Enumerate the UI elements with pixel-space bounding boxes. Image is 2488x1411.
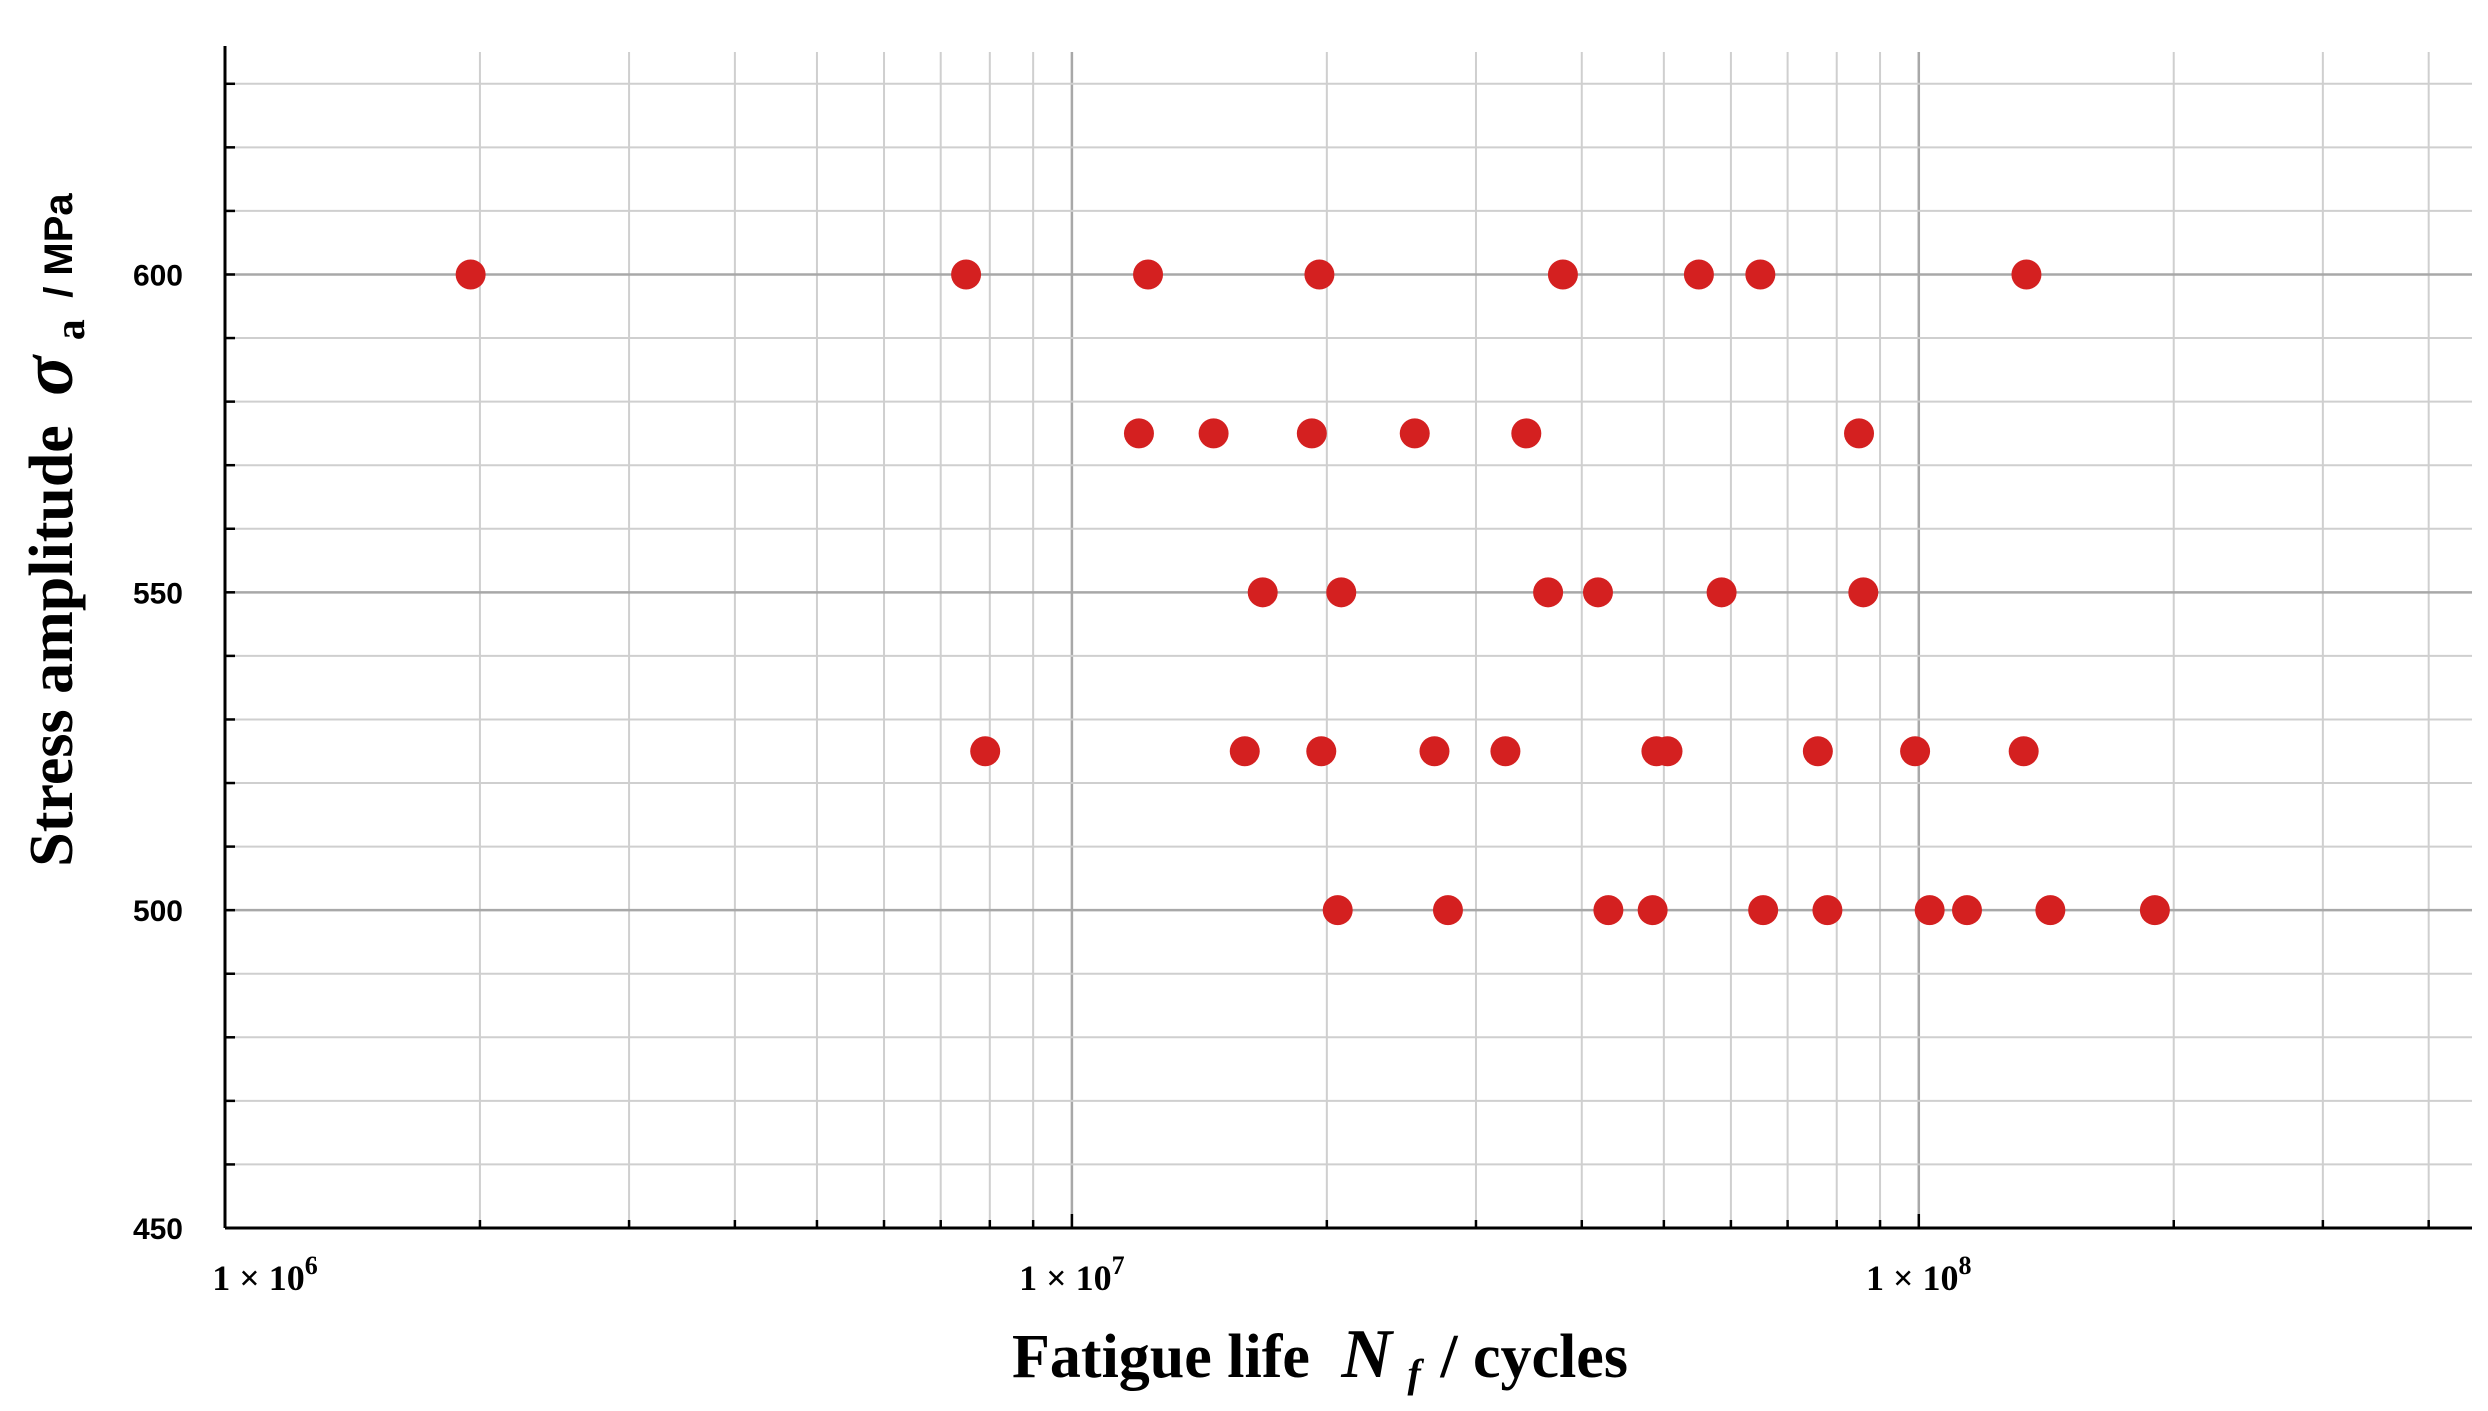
data-point <box>1848 577 1879 608</box>
x-tick-label: 1 × 108 <box>1866 1251 1972 1298</box>
data-point <box>1399 418 1430 449</box>
data-point <box>1533 577 1564 608</box>
data-point <box>1296 418 1327 449</box>
data-point <box>1900 736 1931 767</box>
x-axis-subscript: f <box>1407 1351 1424 1396</box>
data-point <box>1511 418 1542 449</box>
x-axis-title: Fatigue life N f / cycles <box>1012 1316 1628 1401</box>
data-point <box>1306 736 1337 767</box>
data-point <box>1432 895 1463 926</box>
data-point <box>1490 736 1521 767</box>
data-point <box>1304 259 1335 290</box>
data-point <box>970 736 1001 767</box>
data-point <box>1652 736 1683 767</box>
data-point <box>2008 736 2039 767</box>
data-point <box>2035 895 2066 926</box>
y-axis-subscript: a <box>48 319 94 340</box>
x-tick-label: 1 × 106 <box>212 1251 318 1298</box>
data-point <box>1247 577 1278 608</box>
x-axis-title-text: Fatigue life <box>1012 1323 1310 1391</box>
data-point <box>1593 895 1624 926</box>
x-axis-symbol: N <box>1340 1316 1394 1393</box>
data-point <box>1133 259 1164 290</box>
y-tick-label: 600 <box>133 259 183 292</box>
data-point <box>1844 418 1875 449</box>
y-tick-label: 450 <box>133 1213 183 1246</box>
data-point <box>1745 259 1776 290</box>
data-point <box>1326 577 1357 608</box>
y-axis-title-text: Stress amplitude <box>18 425 86 867</box>
x-tick-labels: 1 × 106 1 × 107 1 × 108 <box>212 1251 1971 1298</box>
grid <box>223 52 2472 1228</box>
data-point <box>1812 895 1843 926</box>
data-point <box>1683 259 1714 290</box>
data-points <box>455 259 2170 926</box>
data-point <box>1419 736 1450 767</box>
data-point <box>1582 577 1613 608</box>
y-tick-labels: 450 500 550 600 <box>133 259 183 1246</box>
x-axis-unit: / cycles <box>1439 1323 1628 1391</box>
data-point <box>1802 736 1833 767</box>
y-axis-unit: / MPa <box>37 193 81 298</box>
data-point <box>1748 895 1779 926</box>
axes <box>223 46 2472 1230</box>
data-point <box>951 259 982 290</box>
data-point <box>2011 259 2042 290</box>
data-point <box>1547 259 1578 290</box>
data-point <box>2139 895 2170 926</box>
data-point <box>1914 895 1945 926</box>
data-point <box>1198 418 1229 449</box>
data-point <box>1951 895 1982 926</box>
data-point <box>1706 577 1737 608</box>
y-tick-label: 500 <box>133 895 183 928</box>
data-point <box>455 259 486 290</box>
data-point <box>1637 895 1668 926</box>
data-point <box>1322 895 1353 926</box>
y-axis-symbol: σ <box>7 354 89 396</box>
data-point <box>1229 736 1260 767</box>
y-axis-title: Stress amplitude σ a / MPa <box>7 193 98 867</box>
x-tick-label: 1 × 107 <box>1019 1251 1125 1298</box>
y-tick-label: 550 <box>133 577 183 610</box>
data-point <box>1123 418 1154 449</box>
